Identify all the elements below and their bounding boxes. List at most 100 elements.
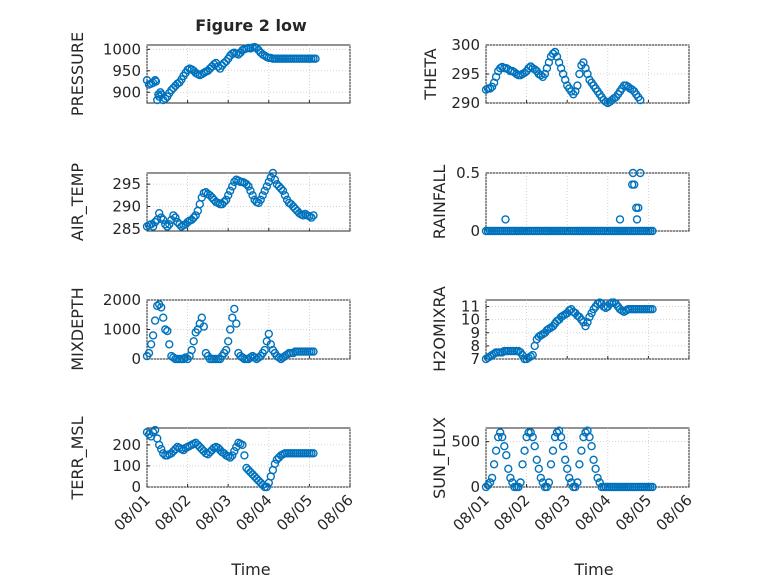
y-axis-label: AIR_TEMP: [68, 163, 88, 241]
data-point: [152, 301, 162, 311]
data-point: [225, 186, 235, 196]
data-point: [232, 319, 241, 328]
data-point: [583, 318, 592, 327]
grid-lines: [146, 173, 351, 231]
data-point: [246, 186, 255, 196]
x-tick-label: 08/04: [232, 491, 275, 534]
data-point: [311, 54, 320, 63]
data-point: [489, 460, 499, 469]
data-point: [528, 432, 537, 442]
data-point: [228, 182, 237, 191]
data-point: [528, 350, 537, 360]
data-points: [142, 425, 318, 492]
y-tick-labels: 900 950 1000: [103, 40, 141, 101]
data-point: [252, 43, 261, 53]
y-tick-label: 0: [131, 350, 141, 368]
data-point: [169, 211, 178, 220]
data-point: [593, 473, 602, 483]
data-point: [228, 451, 237, 460]
data-point: [221, 345, 231, 355]
data-point: [514, 482, 523, 492]
data-point: [309, 211, 318, 220]
y-axis-label: H2OMIXRA: [430, 286, 449, 372]
data-point: [158, 449, 168, 458]
subplot-mixdepth: 0 1000 2000 MIXDEPTH: [68, 287, 351, 371]
data-point: [558, 442, 568, 451]
y-tick-label: 295: [451, 65, 480, 83]
data-point: [573, 478, 582, 487]
data-point: [561, 455, 570, 464]
data-point: [508, 478, 517, 487]
data-point: [502, 451, 511, 460]
data-point: [156, 213, 166, 222]
data-point: [491, 446, 501, 455]
data-point: [648, 482, 657, 492]
data-point: [161, 220, 170, 229]
data-point: [266, 173, 275, 182]
data-point: [144, 348, 154, 358]
data-point: [544, 478, 554, 487]
data-point: [286, 199, 296, 209]
data-point: [230, 447, 239, 456]
data-points: [481, 168, 657, 236]
data-point: [191, 211, 200, 220]
data-point: [648, 305, 657, 314]
y-tick-label: 8: [470, 337, 480, 355]
data-points: [481, 426, 657, 492]
data-point: [163, 222, 172, 231]
data-point: [161, 325, 170, 334]
x-tick-label: 08/03: [531, 491, 574, 534]
data-point: [648, 226, 657, 236]
data-point: [156, 303, 166, 312]
data-point: [148, 331, 158, 340]
y-tick-label: 1000: [103, 321, 141, 339]
data-point: [520, 446, 529, 455]
data-point: [571, 482, 580, 492]
subplot-pressure: 900 950 1000 PRESSURE: [68, 32, 351, 116]
y-tick-label: 0: [470, 478, 480, 496]
data-point: [242, 179, 251, 189]
data-point: [274, 353, 284, 362]
data-point: [278, 186, 288, 196]
data-point: [187, 345, 196, 355]
y-tick-label: 300: [451, 36, 480, 54]
y-tick-label: 500: [451, 433, 480, 451]
data-point: [240, 451, 249, 460]
data-point: [219, 197, 229, 207]
data-points: [481, 47, 645, 108]
y-tick-labels: 0 100 200: [112, 436, 141, 496]
y-tick-labels: 00.5: [456, 164, 480, 240]
y-axis-label: SUN_FLUX: [430, 417, 450, 499]
data-point: [225, 453, 235, 462]
data-point: [228, 313, 237, 322]
plot-area: [146, 427, 351, 488]
data-point: [213, 62, 223, 71]
x-tick-label: 08/02: [490, 491, 533, 534]
x-tick-label: 08/01: [111, 491, 154, 534]
y-tick-label: 2000: [103, 291, 141, 309]
data-points: [142, 42, 320, 105]
data-point: [158, 215, 168, 225]
data-point: [522, 432, 531, 442]
data-point: [197, 313, 207, 322]
data-point: [205, 191, 215, 200]
y-tick-label: 0: [131, 478, 141, 496]
data-point: [548, 446, 558, 455]
x-tick-label: 08/03: [192, 491, 235, 534]
data-point: [573, 81, 582, 90]
data-point: [238, 440, 247, 450]
y-tick-labels: 0 500: [451, 433, 480, 496]
y-tick-label: 200: [112, 436, 141, 454]
y-tick-label: 100: [112, 457, 141, 475]
data-point: [223, 337, 233, 346]
data-point: [575, 69, 584, 79]
data-point: [632, 215, 642, 224]
data-point: [148, 222, 158, 231]
data-point: [500, 442, 509, 451]
y-axis-label: RAINFALL: [430, 165, 449, 240]
data-point: [154, 440, 164, 450]
data-point: [575, 460, 584, 469]
